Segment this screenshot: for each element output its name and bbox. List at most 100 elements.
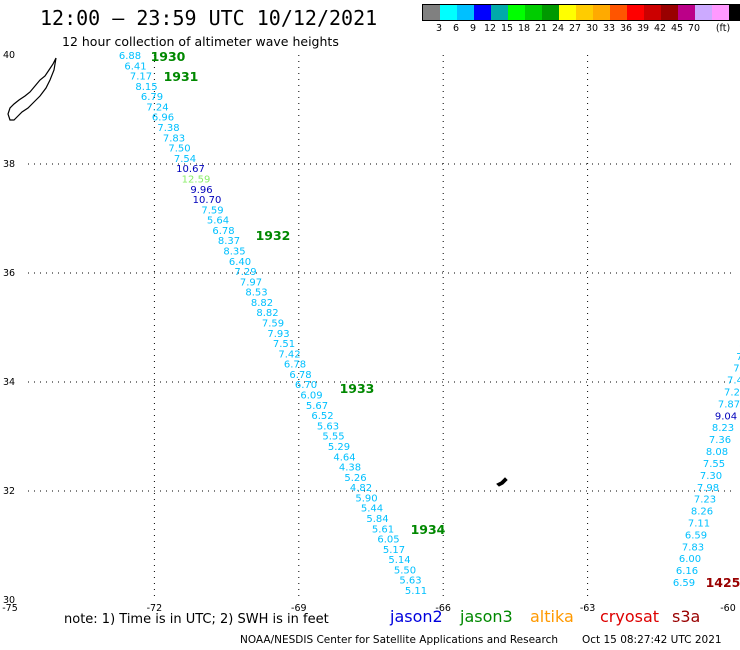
legend-label: 39 [636, 23, 650, 34]
wave-height-label: 7.55 [703, 459, 725, 470]
wave-height-label: 7.17 [130, 72, 152, 83]
coastline [7, 57, 508, 487]
legend-label: 27 [568, 23, 582, 34]
wave-height-label: 8.35 [223, 246, 245, 257]
lon-tick-label: -72 [147, 603, 163, 614]
wave-height-label: 5.55 [322, 432, 344, 443]
wave-height-label: 7.2 [724, 388, 740, 399]
wave-height-label: 8.82 [251, 298, 273, 309]
wave-height-label: 6.09 [300, 391, 322, 402]
map-title: 12:00 — 23:59 UTC 10/12/2021 [40, 6, 378, 30]
wave-height-label: 6.59 [685, 530, 707, 541]
lon-tick-label: -63 [580, 603, 596, 614]
wave-height-label: 7.42 [278, 349, 300, 360]
wave-height-label: 7.4 [727, 376, 740, 387]
wave-height-label: 7.38 [157, 123, 179, 134]
wave-height-label: 6.00 [679, 554, 701, 565]
axis-labels: -75 -72 -69 -66 -63 -60 30 32 34 36 38 40 [2, 50, 736, 614]
wave-height-label: 4.82 [350, 483, 372, 494]
wave-height-label: 5.50 [394, 565, 416, 576]
legend-swatch [508, 5, 525, 20]
wave-height-label: 4.64 [333, 452, 355, 463]
legend-swatch [729, 5, 740, 20]
wave-height-label: 7.93 [267, 329, 289, 340]
wave-height-label: 5.67 [306, 401, 328, 412]
satellite-track-2: 8.8.7.7.7.47.27.879.048.237.368.087.557.… [673, 340, 740, 590]
map-grid [28, 55, 732, 600]
legend-label: 33 [602, 23, 616, 34]
pass-time-mark: 1933 [340, 381, 375, 396]
wave-height-label: 7.24 [146, 102, 168, 113]
wave-height-label: 5.63 [317, 421, 339, 432]
lon-tick-label: -69 [291, 603, 307, 614]
legend-label: 18 [517, 23, 531, 34]
wave-height-label: 7.51 [273, 339, 295, 350]
wave-height-label: 12.59 [182, 174, 211, 185]
legend-swatch [627, 5, 644, 20]
mission-name-jason3: jason3 [460, 607, 513, 626]
legend-label: 9 [469, 23, 477, 34]
legend-label: 12 [483, 23, 497, 34]
legend-label: 3 [435, 23, 443, 34]
wave-height-label: 10.67 [176, 164, 205, 175]
wave-height-label: 5.90 [355, 493, 377, 504]
wave-height-label: 5.63 [399, 576, 421, 587]
legend-swatch [661, 5, 678, 20]
satellite-track-1: 6.886.417.178.156.797.246.967.387.837.50… [119, 49, 446, 597]
lat-tick-label: 34 [3, 377, 15, 388]
legend-swatch [576, 5, 593, 20]
wave-height-label: 6.40 [229, 257, 251, 268]
wave-height-label: 9.96 [190, 185, 212, 196]
wave-height-label: 6.16 [676, 566, 698, 577]
lon-tick-label: -60 [720, 603, 736, 614]
wave-height-label: 5.26 [344, 473, 366, 484]
wave-height-label: 7.23 [694, 495, 716, 506]
pass-time-mark: 1934 [411, 522, 446, 537]
legend-swatch [457, 5, 474, 20]
legend-label: 6 [452, 23, 460, 34]
wave-height-label: 8.82 [256, 308, 278, 319]
legend-swatch [678, 5, 695, 20]
wave-height-label: 7.29 [234, 267, 256, 278]
wave-height-label: 7.50 [168, 144, 190, 155]
wave-height-label: 8.26 [691, 507, 713, 518]
wave-height-label: 5.17 [383, 545, 405, 556]
legend-swatch [610, 5, 627, 20]
wave-height-label: 5.11 [405, 586, 427, 597]
wave-height-label: 7.59 [201, 205, 223, 216]
mission-name-s3a: s3a [672, 607, 701, 626]
wave-height-label: 6.52 [311, 411, 333, 422]
coastline-north-carolina [7, 57, 57, 121]
lon-tick-label: -75 [2, 603, 18, 614]
legend-label: 42 [653, 23, 667, 34]
island-bermuda [496, 477, 508, 487]
wave-height-label: 6.59 [673, 578, 695, 589]
lat-tick-label: 36 [3, 268, 15, 279]
mission-name-jason2: jason2 [390, 607, 443, 626]
wave-height-label: 7.54 [174, 154, 196, 165]
legend-swatch [525, 5, 542, 20]
wave-height-label: 8.08 [706, 447, 728, 458]
pass-time-mark: 1931 [164, 69, 199, 84]
legend-label: (ft) [715, 23, 731, 34]
legend-swatches [422, 4, 740, 21]
wave-height-label: 7. [733, 364, 740, 375]
legend-label: 45 [670, 23, 684, 34]
wave-height-label: 5.61 [372, 524, 394, 535]
legend-swatch [593, 5, 610, 20]
wave-height-label: 5.84 [366, 514, 388, 525]
wave-height-label: 6.78 [289, 370, 311, 381]
legend-label: 36 [619, 23, 633, 34]
mission-name-cryosat: cryosat [600, 607, 660, 626]
legend-swatch [559, 5, 576, 20]
pass-time-mark: 1425 [706, 575, 740, 590]
wave-height-label: 7.83 [682, 542, 704, 553]
generated-timestamp: Oct 15 08:27:42 UTC 2021 [582, 634, 722, 646]
wave-height-label: 5.44 [361, 504, 383, 515]
wave-height-label: 6.96 [152, 113, 174, 124]
legend-label: 70 [687, 23, 701, 34]
wave-height-label: 7.87 [718, 399, 740, 410]
legend-swatch [440, 5, 457, 20]
legend-label: 21 [534, 23, 548, 34]
